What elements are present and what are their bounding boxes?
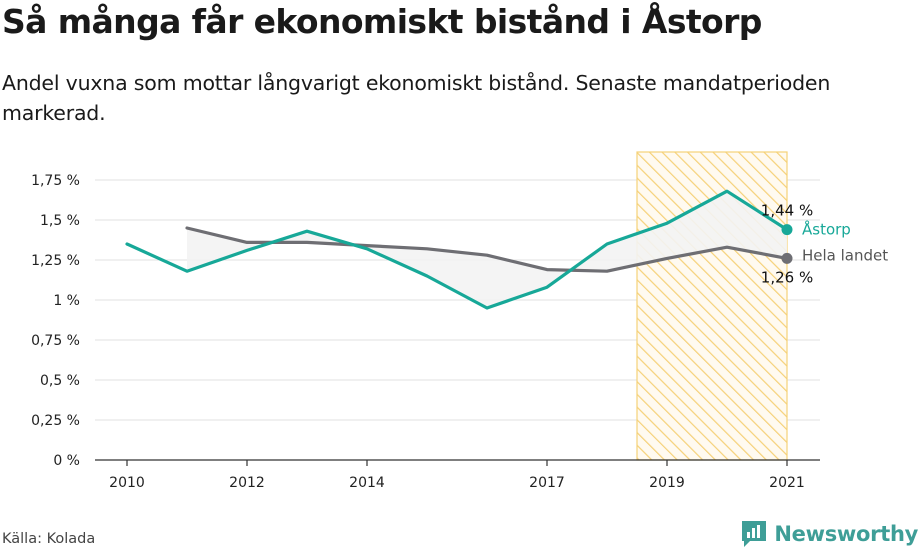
x-tick-label: 2010 [109, 475, 145, 491]
x-tick-label: 2021 [769, 475, 805, 491]
page-subtitle: Andel vuxna som mottar långvarigt ekonom… [2, 71, 831, 125]
y-tick-label: 0,25 % [31, 413, 80, 429]
y-tick-label: 0 % [53, 453, 80, 469]
x-tick-label: 2014 [349, 475, 385, 491]
x-tick-label: 2017 [529, 475, 565, 491]
brand-name: Newsworthy [774, 522, 918, 546]
y-tick-label: 1,25 % [31, 253, 80, 269]
series-name-label: Hela landet [802, 246, 888, 264]
series-end-point [781, 252, 793, 264]
page-title: Så många får ekonomiskt bistånd i Åstorp [2, 2, 762, 41]
end-value-label: 1,26 % [761, 268, 813, 286]
x-tick-label: 2019 [649, 475, 685, 491]
y-tick-label: 1,75 % [31, 173, 80, 189]
difference-fill-layer [187, 191, 787, 308]
series-end-point [781, 224, 793, 236]
series-name-label: Åstorp [802, 220, 851, 239]
end-value-label: 1,44 % [761, 202, 813, 220]
series-line [185, 226, 789, 273]
newsworthy-logo-icon [742, 521, 767, 547]
y-tick-label: 1,5 % [40, 213, 80, 229]
y-tick-label: 0,75 % [31, 333, 80, 349]
series-labels-layer: 1,44 %Åstorp Hela landet 1,26 % [761, 202, 888, 287]
brand-logo: Newsworthy [740, 519, 918, 549]
axes-layer: 0 % 0,25 % 0,5 % 0,75 % 1 % 1,25 % 1,5 % 1,75 %… [31, 173, 820, 491]
series-line [125, 189, 789, 310]
series-lines-layer [125, 189, 793, 310]
source-note: Källa: Kolada [2, 531, 96, 547]
x-tick-label: 2012 [229, 475, 265, 491]
y-tick-label: 0,5 % [40, 373, 80, 389]
difference-area [187, 191, 787, 308]
y-tick-label: 1 % [53, 293, 80, 309]
